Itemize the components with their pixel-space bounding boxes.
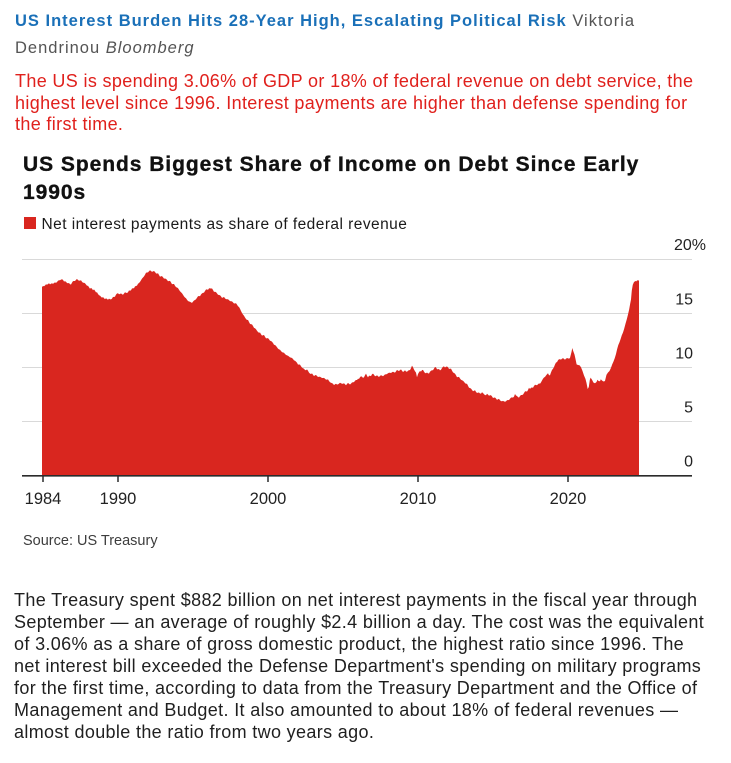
- svg-text:1990: 1990: [100, 490, 137, 508]
- svg-text:15: 15: [675, 292, 693, 309]
- svg-text:0: 0: [684, 454, 693, 471]
- svg-text:2010: 2010: [400, 490, 437, 508]
- svg-text:20%: 20%: [674, 237, 706, 254]
- svg-text:1984: 1984: [25, 490, 62, 508]
- svg-text:10: 10: [675, 346, 693, 363]
- svg-text:2000: 2000: [250, 490, 287, 508]
- svg-text:2020: 2020: [550, 490, 587, 508]
- svg-text:5: 5: [684, 400, 693, 417]
